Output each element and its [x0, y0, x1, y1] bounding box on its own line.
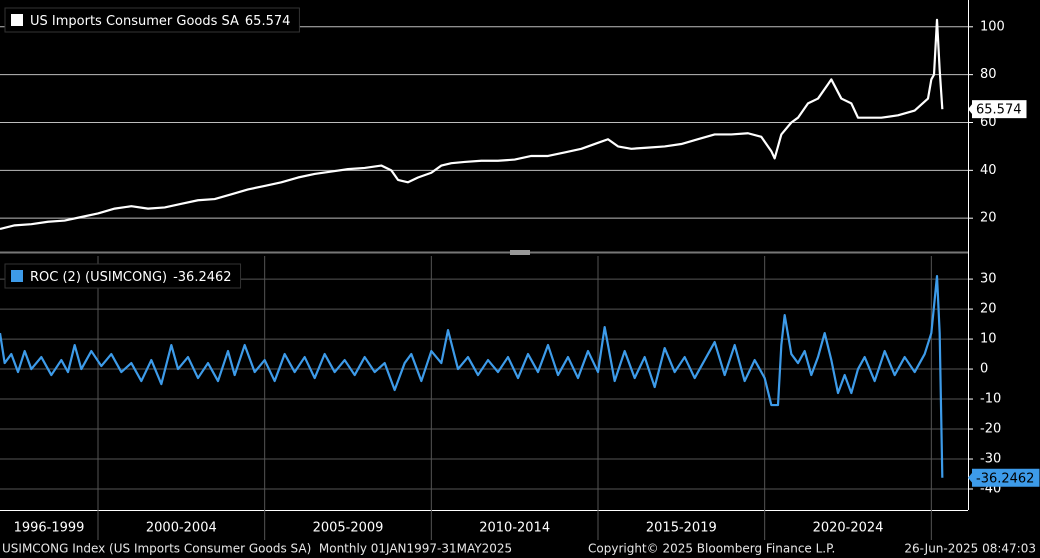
y-tick-label: 40 [980, 163, 997, 178]
last-value-label: -36.2462 [976, 471, 1034, 486]
legend-box [4, 263, 242, 289]
y-tick-label: -10 [980, 392, 1001, 407]
legend-name: US Imports Consumer Goods SA [30, 14, 239, 29]
last-value-box [972, 100, 1027, 119]
legend: US Imports Consumer Goods SA 65.574 [4, 7, 300, 33]
legend-last-value: -36.2462 [173, 270, 231, 285]
last-value-label: 65.574 [976, 103, 1022, 118]
last-value-tag: 65.574 [968, 100, 1027, 119]
legend: ROC (2) (USIMCONG) -36.2462 [4, 263, 242, 289]
x-period-label: 2015-2019 [646, 521, 717, 536]
footer-right: 26-Jun-2025 08:47:03 [904, 542, 1036, 556]
legend-swatch [11, 14, 23, 26]
y-tick-label: 20 [980, 211, 997, 226]
legend-box [4, 7, 300, 33]
last-value-tag: -36.2462 [968, 468, 1040, 487]
footer-center: Copyright© 2025 Bloomberg Finance L.P. [588, 542, 835, 556]
y-tick-label: -20 [980, 422, 1001, 437]
footer-left: USIMCONG Index (US Imports Consumer Good… [2, 542, 512, 556]
y-tick-label: -30 [980, 452, 1001, 467]
x-period-label: 2020-2024 [813, 521, 884, 536]
y-tick-label: 30 [980, 272, 997, 287]
data-line [0, 274, 944, 478]
legend-text: US Imports Consumer Goods SA 65.574 [30, 14, 290, 29]
x-period-label: 2000-2004 [146, 521, 217, 536]
y-tick-label: 100 [980, 19, 1005, 34]
legend-last-value: 65.574 [245, 14, 291, 29]
last-value-box [972, 468, 1040, 487]
legend-name: ROC (2) (USIMCONG) [30, 270, 167, 285]
y-tick-label: 10 [980, 332, 997, 347]
x-period-label: 2005-2009 [313, 521, 384, 536]
legend-text: ROC (2) (USIMCONG) -36.2462 [30, 270, 232, 285]
legend-swatch [11, 270, 23, 282]
x-period-label: 2010-2014 [479, 521, 550, 536]
y-tick-label: 20 [980, 302, 997, 317]
y-tick-label: 0 [980, 362, 988, 377]
x-period-label: 1996-1999 [14, 521, 85, 536]
last-value-pointer [968, 471, 973, 484]
y-tick-label: 60 [980, 115, 997, 130]
y-tick-label: 80 [980, 67, 997, 82]
last-value-pointer [968, 103, 973, 116]
data-line [0, 18, 944, 231]
divider-handle [510, 250, 530, 255]
